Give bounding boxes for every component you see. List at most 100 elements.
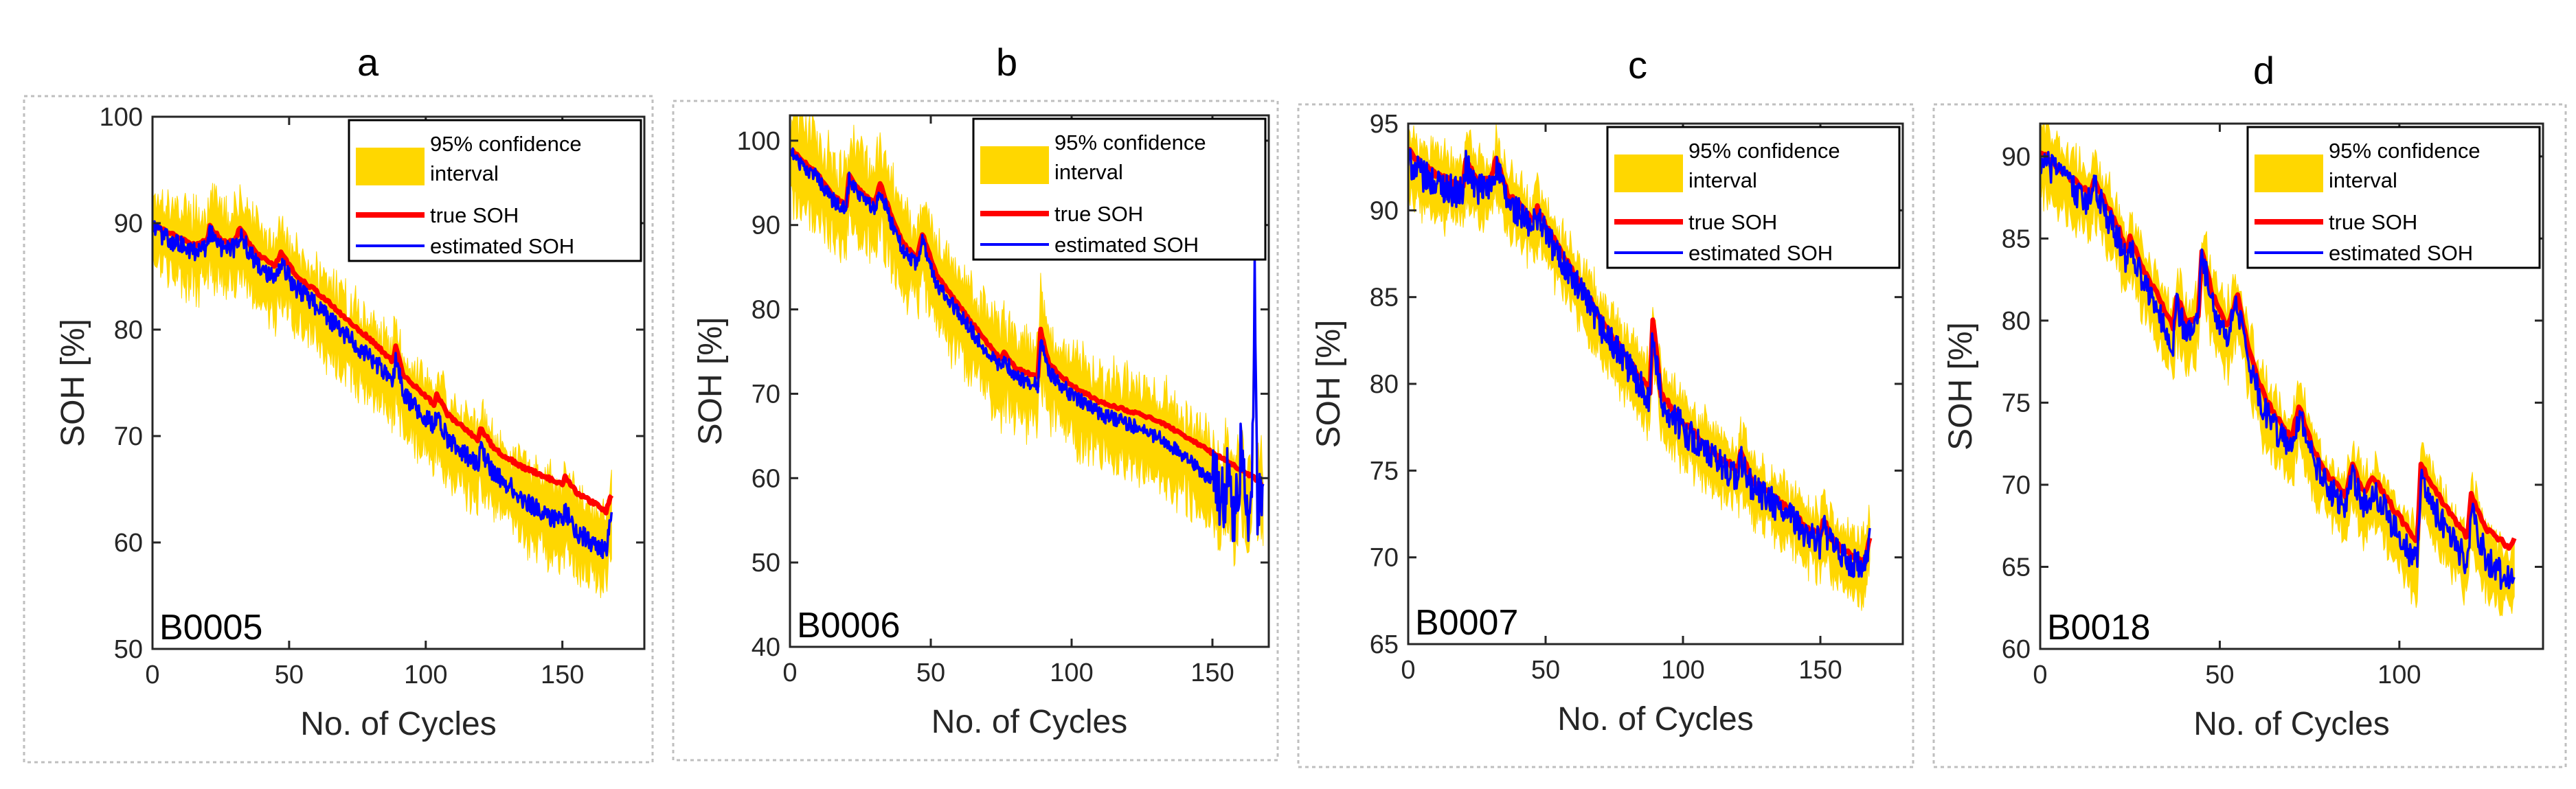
legend-ci-label-2: interval xyxy=(1054,160,1123,184)
x-axis-label: No. of Cycles xyxy=(1557,701,1753,737)
panel-frame xyxy=(1932,103,2567,768)
estimated-soh-line xyxy=(790,147,1265,542)
x-tick-label: 150 xyxy=(1798,656,1842,685)
panel-frame xyxy=(672,100,1279,762)
legend-ci-swatch xyxy=(1614,155,1683,192)
panel-letter-d: d xyxy=(2253,49,2275,92)
confidence-band xyxy=(790,115,1264,567)
legend-box xyxy=(1606,126,1901,269)
x-tick-label: 50 xyxy=(1531,656,1560,685)
legend-est-label: estimated SOH xyxy=(1054,233,1199,257)
y-tick-label: 80 xyxy=(2002,307,2031,336)
y-tick-label: 75 xyxy=(2002,389,2031,418)
y-tick-label: 60 xyxy=(2002,635,2031,664)
y-tick-label: 100 xyxy=(737,127,780,156)
legend-true-label: true SOH xyxy=(1688,210,1777,234)
legend-box xyxy=(2246,126,2541,269)
plot-area xyxy=(2040,124,2517,617)
plot-area xyxy=(790,115,1265,567)
panel-letter-a: a xyxy=(357,41,379,84)
axes-box xyxy=(789,114,1270,648)
plot-area xyxy=(1408,124,1873,611)
x-tick-label: 100 xyxy=(1661,656,1704,685)
y-tick-label: 100 xyxy=(100,103,143,132)
legend-true-label: true SOH xyxy=(2329,210,2417,234)
y-axis-label: SOH [%] xyxy=(1311,320,1347,448)
legend-ci-swatch xyxy=(2255,155,2323,192)
y-tick-label: 85 xyxy=(2002,225,2031,253)
panel-d: 0 50 100 60 65 70 75 80 85 90 No. of Cycles SOH [%]… xyxy=(1932,103,2567,768)
y-tick-label: 80 xyxy=(114,316,143,345)
legend-ci-label-2: interval xyxy=(2329,168,2397,192)
battery-id-label: B0007 xyxy=(1415,603,1518,643)
y-tick-label: 70 xyxy=(752,380,780,409)
estimated-soh-line xyxy=(152,220,613,560)
x-tick-label: 50 xyxy=(2205,661,2234,689)
legend: 95% confidence interval true SOH estimated … xyxy=(972,117,1267,261)
x-axis-label: No. of Cycles xyxy=(2193,706,2389,742)
y-tick-label: 90 xyxy=(114,209,143,238)
y-axis-label: SOH [%] xyxy=(55,319,91,447)
legend-box xyxy=(972,117,1267,261)
y-tick-label: 95 xyxy=(1370,110,1399,139)
axes-box xyxy=(151,115,646,650)
estimated-soh-line xyxy=(2040,150,2516,590)
battery-id-label: B0005 xyxy=(159,608,262,648)
x-tick-label: 0 xyxy=(782,659,797,687)
legend: 95% confidence interval true SOH estimated … xyxy=(2246,126,2541,269)
legend-ci-label-2: interval xyxy=(430,161,499,185)
y-tick-label: 80 xyxy=(1370,370,1399,399)
legend-ci-label: 95% confidence xyxy=(2329,139,2481,163)
panel-c: 0 50 100 150 65 70 75 80 85 90 95 No. of Cycles SOH … xyxy=(1297,103,1914,768)
panel-b: 0 50 100 150 40 50 60 70 80 90 100 No. of Cycles SOH… xyxy=(672,100,1279,762)
y-tick-label: 75 xyxy=(1370,457,1399,485)
panel-frame xyxy=(23,95,654,764)
x-axis-label: No. of Cycles xyxy=(931,704,1127,740)
y-tick-label: 90 xyxy=(1370,196,1399,225)
legend-ci-swatch xyxy=(980,146,1049,184)
legend-est-label: estimated SOH xyxy=(1688,241,1833,265)
y-tick-label: 50 xyxy=(752,549,780,578)
y-tick-label: 65 xyxy=(2002,553,2031,582)
x-tick-label: 0 xyxy=(1401,656,1415,685)
y-tick-label: 70 xyxy=(1370,544,1399,573)
panel-letter-b: b xyxy=(996,41,1018,84)
panel-letter-c: c xyxy=(1628,43,1647,87)
x-tick-label: 50 xyxy=(275,661,304,689)
y-tick-label: 60 xyxy=(114,529,143,558)
y-axis-label: SOH [%] xyxy=(692,317,729,446)
legend-ci-label: 95% confidence xyxy=(1688,139,1840,163)
confidence-band xyxy=(152,183,612,599)
y-tick-label: 90 xyxy=(752,211,780,240)
x-tick-label: 0 xyxy=(2033,661,2047,689)
legend: 95% confidence interval true SOH estimated … xyxy=(1606,126,1901,269)
y-tick-label: 65 xyxy=(1370,630,1399,659)
axes-box xyxy=(2039,122,2544,650)
x-tick-label: 100 xyxy=(404,661,447,689)
x-tick-label: 150 xyxy=(1190,659,1234,687)
estimated-soh-line xyxy=(1408,148,1871,578)
y-tick-label: 90 xyxy=(2002,143,2031,172)
legend-ci-label: 95% confidence xyxy=(1054,130,1206,155)
legend-ci-label: 95% confidence xyxy=(430,132,582,156)
legend: 95% confidence interval true SOH estimated … xyxy=(348,119,642,262)
y-tick-label: 70 xyxy=(2002,471,2031,500)
y-tick-label: 85 xyxy=(1370,284,1399,312)
y-tick-label: 80 xyxy=(752,296,780,325)
y-tick-label: 60 xyxy=(752,464,780,493)
battery-id-label: B0006 xyxy=(797,606,900,645)
y-tick-label: 40 xyxy=(752,633,780,662)
legend-true-label: true SOH xyxy=(430,203,519,227)
x-tick-label: 150 xyxy=(541,661,584,689)
y-tick-label: 70 xyxy=(114,422,143,451)
battery-id-label: B0018 xyxy=(2047,608,2150,648)
y-tick-label: 50 xyxy=(114,635,143,664)
legend-est-label: estimated SOH xyxy=(2329,241,2473,265)
legend-est-label: estimated SOH xyxy=(430,234,574,258)
x-tick-label: 100 xyxy=(2377,661,2421,689)
legend-box xyxy=(348,119,642,262)
legend-ci-label-2: interval xyxy=(1688,168,1757,192)
